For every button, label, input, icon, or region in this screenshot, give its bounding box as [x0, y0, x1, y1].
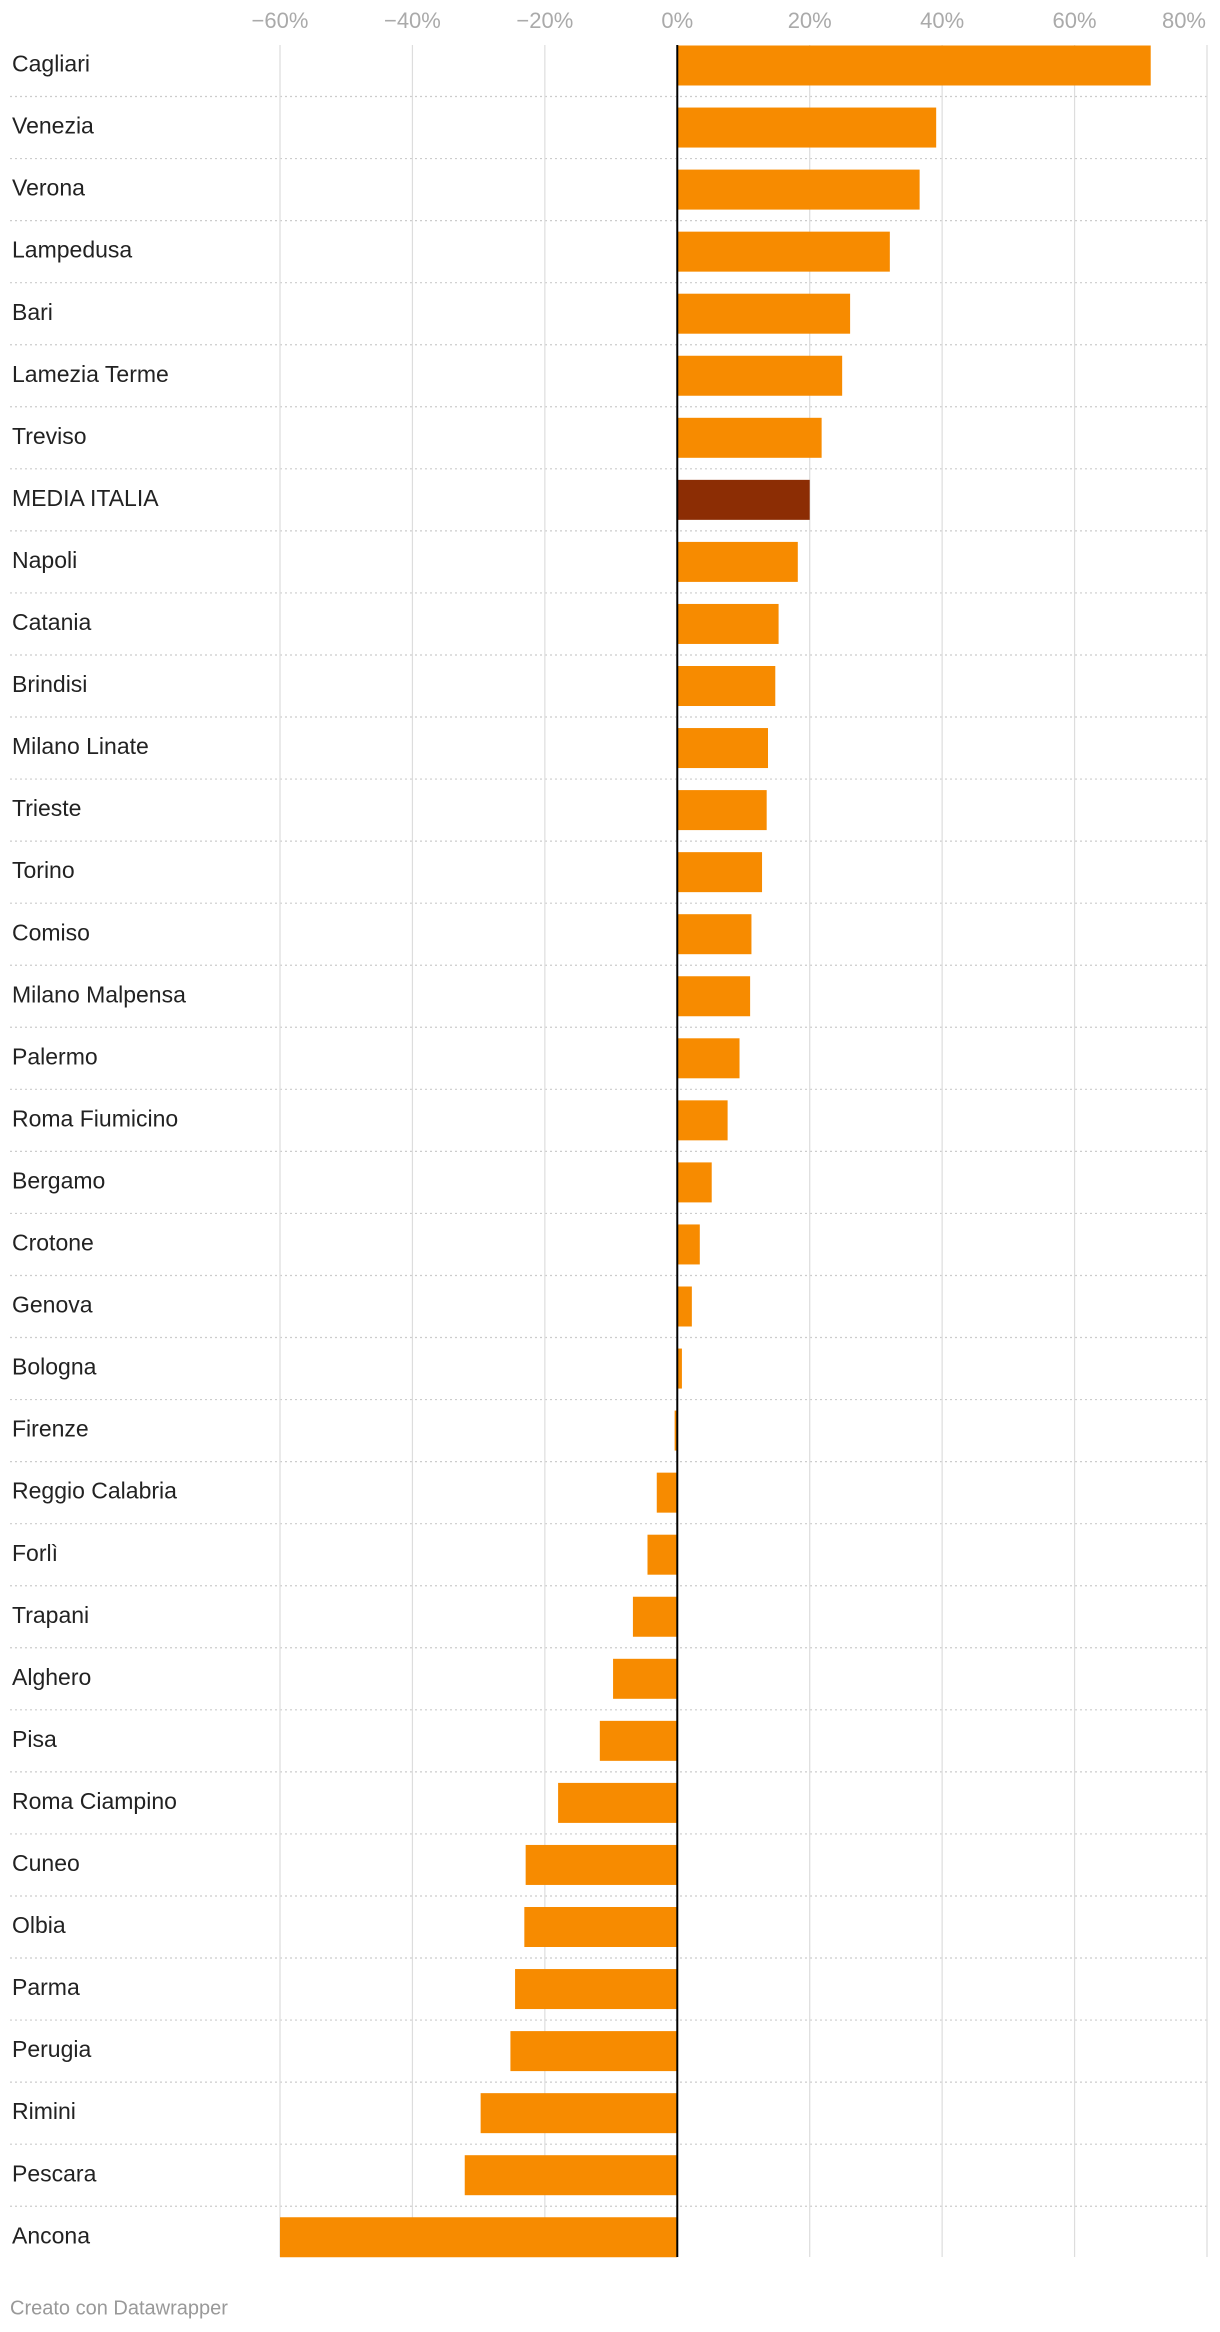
category-label: Brindisi — [12, 671, 87, 697]
bar — [677, 355, 843, 396]
category-label: Pisa — [12, 1726, 57, 1752]
bar — [647, 1534, 678, 1575]
category-label: MEDIA ITALIA — [12, 485, 159, 511]
bar — [677, 603, 779, 644]
category-label: Parma — [12, 1974, 80, 2000]
bar — [480, 2093, 678, 2134]
category-label: Lamezia Terme — [12, 361, 169, 387]
bar — [677, 728, 768, 769]
bar — [515, 1969, 678, 2010]
bar — [677, 1224, 700, 1265]
bar — [524, 1907, 678, 1947]
category-label: Pescara — [12, 2160, 97, 2186]
bar — [677, 45, 1151, 86]
bar — [677, 852, 763, 893]
bar — [525, 1844, 678, 1885]
category-label: Ancona — [12, 2222, 90, 2248]
category-label: Cuneo — [12, 1850, 80, 1876]
category-label: Firenze — [12, 1416, 89, 1442]
category-label: Trieste — [12, 795, 81, 821]
category-label: Napoli — [12, 547, 77, 573]
bar — [677, 479, 810, 520]
bar — [677, 541, 798, 582]
bar — [280, 2217, 678, 2258]
bar — [677, 417, 822, 458]
x-tick-label: −40% — [384, 8, 441, 33]
x-tick-label: −20% — [516, 8, 573, 33]
bar — [599, 1720, 678, 1761]
bar — [677, 1100, 728, 1141]
bar — [677, 914, 752, 955]
x-tick-label: 80% — [1162, 8, 1206, 33]
category-label: Bergamo — [12, 1167, 105, 1193]
bar — [677, 1038, 740, 1079]
bar — [677, 169, 920, 210]
bar — [558, 1782, 678, 1823]
bar — [677, 1286, 692, 1327]
x-tick-label: 20% — [788, 8, 832, 33]
bar — [677, 790, 767, 831]
category-label: Forlì — [12, 1540, 58, 1566]
bar — [677, 231, 890, 272]
x-tick-label: 60% — [1053, 8, 1097, 33]
category-label: Bologna — [12, 1354, 97, 1380]
bar — [677, 293, 851, 334]
category-label: Trapani — [12, 1602, 89, 1628]
category-label: Roma Ciampino — [12, 1788, 177, 1814]
bar — [510, 2031, 678, 2072]
bar — [677, 1348, 682, 1389]
category-label: Palermo — [12, 1043, 98, 1069]
category-label: Venezia — [12, 113, 94, 139]
category-label: Lampedusa — [12, 237, 132, 263]
category-label: Perugia — [12, 2036, 91, 2062]
bar — [677, 976, 751, 1017]
x-tick-label: 0% — [661, 8, 693, 33]
bar — [464, 2155, 678, 2196]
category-label: Bari — [12, 299, 53, 325]
category-label: Treviso — [12, 423, 87, 449]
category-label: Alghero — [12, 1664, 91, 1690]
bar — [674, 1410, 678, 1451]
x-tick-label: −60% — [252, 8, 309, 33]
category-label: Torino — [12, 857, 75, 883]
category-label: Olbia — [12, 1912, 66, 1938]
bar — [656, 1472, 678, 1513]
bar — [677, 107, 937, 148]
category-label: Crotone — [12, 1230, 94, 1256]
category-label: Roma Fiumicino — [12, 1105, 178, 1131]
bar — [632, 1596, 678, 1637]
bar — [677, 1162, 712, 1203]
x-tick-label: 40% — [920, 8, 964, 33]
category-label: Cagliari — [12, 51, 90, 77]
category-label: Catania — [12, 609, 91, 635]
category-label: Comiso — [12, 919, 90, 945]
category-label: Genova — [12, 1292, 93, 1318]
footer: Creato con Datawrapper — [10, 2297, 228, 2319]
bar — [677, 666, 776, 706]
category-label: Reggio Calabria — [12, 1478, 177, 1504]
category-label: Verona — [12, 175, 85, 201]
category-label: Rimini — [12, 2098, 76, 2124]
category-label: Milano Linate — [12, 733, 149, 759]
bar — [613, 1658, 678, 1699]
category-label: Milano Malpensa — [12, 981, 186, 1007]
